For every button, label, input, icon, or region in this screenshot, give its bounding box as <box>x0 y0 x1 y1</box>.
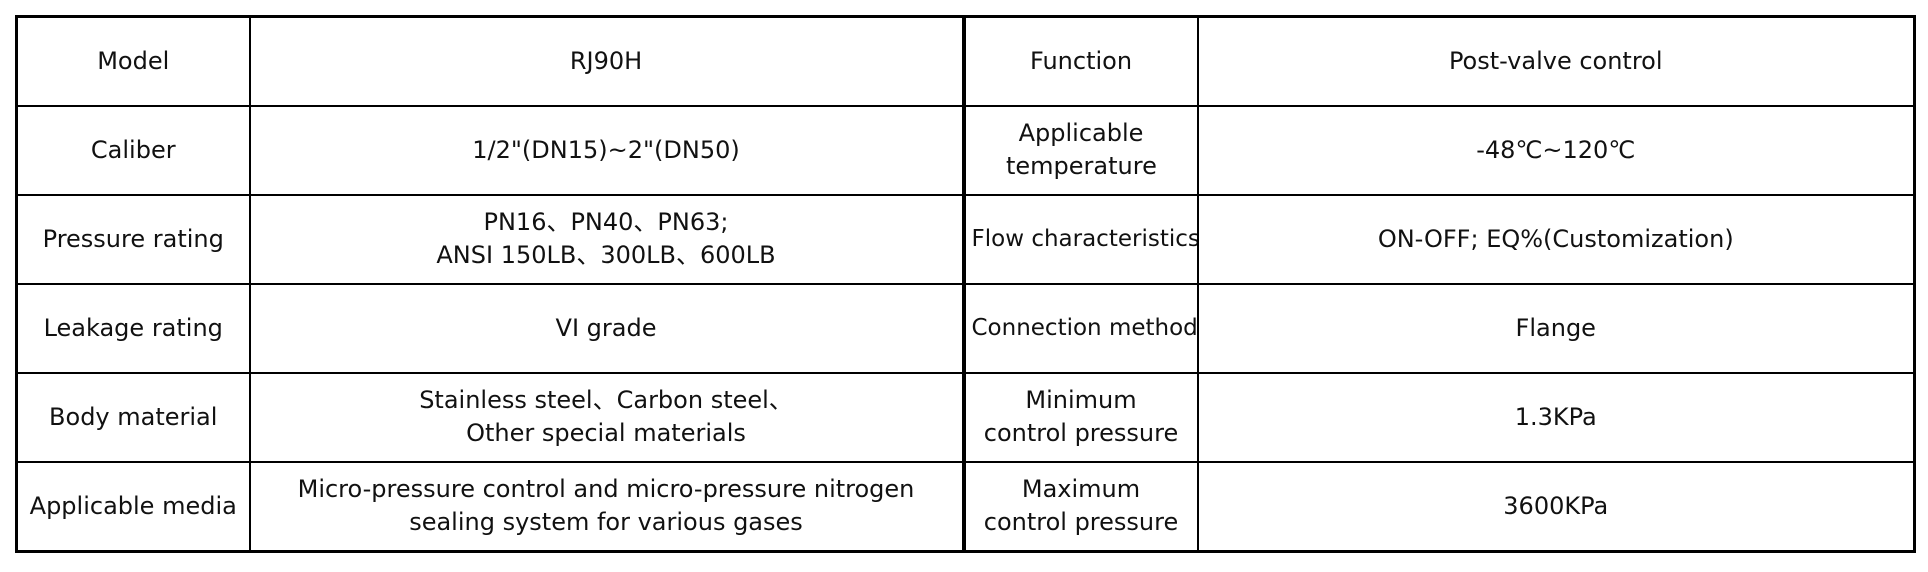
row-label: Body material <box>15 371 251 463</box>
table-row: Leakage rating VI grade Connection metho… <box>15 282 1916 374</box>
row-label: Pressure rating <box>15 193 251 285</box>
row-label: Minimum control pressure <box>962 371 1199 463</box>
table-row: Body material Stainless steel、Carbon ste… <box>15 371 1916 463</box>
row-label: Model <box>15 15 251 107</box>
row-label: Maximum control pressure <box>962 460 1199 553</box>
row-label: Applicable temperature <box>962 105 1199 196</box>
row-label: Leakage rating <box>15 282 251 374</box>
row-label: Flow characteristics <box>962 193 1199 285</box>
row-label: Connection method <box>962 282 1199 374</box>
row-value: 1.3KPa <box>1196 371 1916 463</box>
row-label: Caliber <box>15 105 251 196</box>
table-row: Model RJ90H Function Post-valve control <box>15 15 1916 107</box>
table-row: Applicable media Micro-pressure control … <box>15 460 1916 553</box>
row-value: Micro-pressure control and micro-pressur… <box>248 460 966 553</box>
row-value: ON-OFF; EQ%(Customization) <box>1196 193 1916 285</box>
row-label: Applicable media <box>15 460 251 553</box>
row-value: -48℃~120℃ <box>1196 105 1916 196</box>
row-label: Function <box>962 15 1199 107</box>
row-value: PN16、PN40、PN63; ANSI 150LB、300LB、600LB <box>248 193 966 285</box>
table-row: Caliber 1/2"(DN15)~2"(DN50) Applicable t… <box>15 105 1916 196</box>
row-value: 3600KPa <box>1196 460 1916 553</box>
spec-table: Model RJ90H Function Post-valve control … <box>15 15 1916 553</box>
row-value: Flange <box>1196 282 1916 374</box>
row-value: 1/2"(DN15)~2"(DN50) <box>248 105 966 196</box>
row-value: RJ90H <box>248 15 966 107</box>
row-value: VI grade <box>248 282 966 374</box>
table-row: Pressure rating PN16、PN40、PN63; ANSI 150… <box>15 193 1916 285</box>
row-value: Stainless steel、Carbon steel、 Other spec… <box>248 371 966 463</box>
row-value: Post-valve control <box>1196 15 1916 107</box>
